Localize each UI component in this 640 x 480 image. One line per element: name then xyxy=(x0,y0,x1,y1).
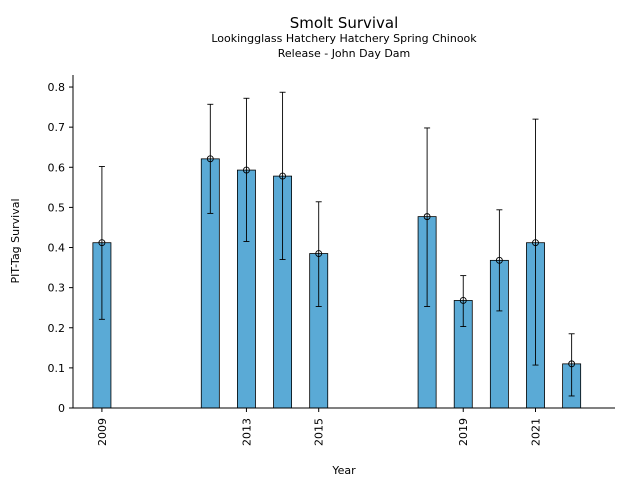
point-marker xyxy=(206,155,214,163)
point-marker xyxy=(495,256,503,264)
x-tick-label: 2015 xyxy=(313,418,326,446)
plot-area xyxy=(92,91,582,409)
point-marker xyxy=(459,297,467,304)
y-tick-label: 0 xyxy=(58,402,65,415)
y-tick-label: 0.8 xyxy=(48,81,66,94)
x-tick-label: 2013 xyxy=(240,418,253,446)
point-marker xyxy=(568,360,576,368)
y-tick-label: 0.1 xyxy=(48,362,66,375)
y-tick-label: 0.4 xyxy=(48,242,66,255)
y-tick-label: 0.3 xyxy=(48,282,66,295)
point-marker xyxy=(532,239,539,247)
y-tick-label: 0.6 xyxy=(48,161,66,174)
point-marker xyxy=(242,166,250,174)
y-tick-label: 0.2 xyxy=(48,322,66,335)
chart-subtitle-line-2: Release - John Day Dam xyxy=(278,47,411,60)
point-marker xyxy=(279,172,287,180)
point-marker xyxy=(98,239,106,247)
x-axis-label: Year xyxy=(331,464,356,477)
chart-subtitle-line-1: Lookingglass Hatchery Hatchery Spring Ch… xyxy=(211,32,477,45)
y-tick-label: 0.5 xyxy=(48,201,66,214)
x-tick-label: 2021 xyxy=(530,418,543,446)
y-tick-label: 0.7 xyxy=(48,121,66,134)
y-axis-label: PIT-Tag Survival xyxy=(9,198,22,283)
x-tick-label: 2009 xyxy=(96,418,109,446)
point-marker xyxy=(315,250,323,257)
x-tick-label: 2019 xyxy=(457,418,470,446)
chart-title: Smolt Survival xyxy=(290,14,399,32)
point-marker xyxy=(423,213,431,221)
